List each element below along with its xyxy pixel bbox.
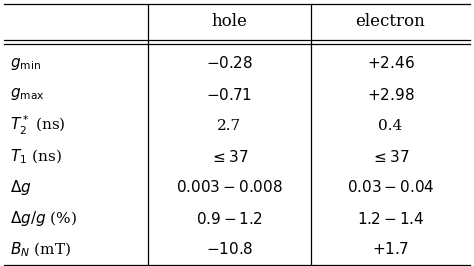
Text: $\Delta g$: $\Delta g$ — [10, 178, 32, 197]
Text: $\leq 37$: $\leq 37$ — [210, 148, 249, 164]
Text: $0.03 - 0.04$: $0.03 - 0.04$ — [346, 180, 434, 196]
Text: $g_{\rm min}$: $g_{\rm min}$ — [10, 56, 41, 72]
Text: $+2.98$: $+2.98$ — [367, 86, 414, 102]
Text: $+2.46$: $+2.46$ — [366, 56, 414, 72]
Text: $0.9 - 1.2$: $0.9 - 1.2$ — [196, 210, 263, 227]
Text: $-0.71$: $-0.71$ — [206, 86, 253, 102]
Text: $T_1$ (ns): $T_1$ (ns) — [10, 147, 62, 166]
Text: $-0.28$: $-0.28$ — [206, 56, 253, 72]
Text: $0.003 - 0.008$: $0.003 - 0.008$ — [176, 180, 283, 196]
Text: hole: hole — [211, 13, 247, 30]
Text: $+1.7$: $+1.7$ — [372, 242, 409, 257]
Text: $T_2^*$ (ns): $T_2^*$ (ns) — [10, 114, 65, 137]
Text: $B_N$ (mT): $B_N$ (mT) — [10, 240, 71, 259]
Text: $\leq 37$: $\leq 37$ — [371, 148, 410, 164]
Text: electron: electron — [356, 13, 425, 30]
Text: $1.2 - 1.4$: $1.2 - 1.4$ — [357, 210, 424, 227]
Text: $-10.8$: $-10.8$ — [206, 242, 253, 257]
Text: $\Delta g/g$ (%): $\Delta g/g$ (%) — [10, 209, 77, 228]
Text: 0.4: 0.4 — [378, 118, 402, 132]
Text: $g_{\rm max}$: $g_{\rm max}$ — [10, 86, 45, 102]
Text: 2.7: 2.7 — [218, 118, 242, 132]
